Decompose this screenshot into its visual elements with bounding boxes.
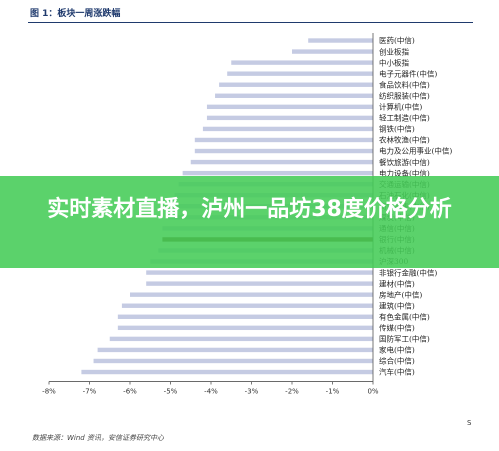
category-label-2: 中小板指 [379, 57, 409, 67]
bar-0 [308, 38, 373, 43]
category-label-4: 食品饮料(中信) [379, 79, 430, 89]
bar-27 [109, 336, 373, 342]
bar-1 [292, 49, 373, 54]
category-label-6: 计算机(中信) [379, 102, 422, 112]
x-tick-label-7: -1% [326, 388, 340, 396]
x-tick-label-0: -8% [42, 388, 56, 396]
category-label-10: 电力及公用事业(中信) [379, 146, 452, 156]
bar-29 [93, 358, 374, 364]
x-tick-label-1: -7% [83, 388, 97, 396]
bar-2 [231, 60, 373, 65]
bar-4 [219, 82, 373, 87]
x-tick-label-2: -6% [123, 388, 137, 396]
bar-12 [182, 170, 373, 176]
category-label-9: 农林牧渔(中信) [379, 135, 430, 145]
bar-8 [202, 126, 373, 132]
x-tick-label-4: -4% [204, 388, 218, 396]
category-label-3: 电子元器件(中信) [379, 68, 437, 78]
bar-6 [206, 104, 373, 110]
banner-title: 实时素材直播，泸州一品坊38度价格分析 [47, 197, 452, 222]
category-label-21: 非银行金融(中信) [379, 267, 437, 277]
x-tick-label-8: 0% [367, 388, 378, 396]
category-label-27: 国防军工(中信) [379, 334, 430, 344]
axis-unit-label: S [467, 419, 472, 427]
x-tick-label-6: -2% [285, 388, 299, 396]
bar-23 [130, 292, 373, 297]
category-label-1: 创业板指 [379, 46, 409, 56]
bar-25 [117, 314, 373, 319]
bar-24 [121, 303, 374, 308]
x-tick-label-3: -5% [164, 388, 178, 396]
category-label-24: 建筑(中信) [379, 300, 415, 310]
category-label-8: 钢铁(中信) [379, 124, 415, 134]
bar-30 [81, 369, 374, 375]
bar-26 [117, 325, 373, 331]
bar-5 [215, 93, 373, 98]
category-label-22: 建材(中信) [379, 278, 415, 288]
x-ticks-group: -8% -7% -6% -5% -4% -3% -2% -1% 0% [42, 381, 379, 396]
bar-9 [194, 137, 373, 143]
source-note: 数据来源：Wind 资讯，安信证券研究中心 [32, 434, 164, 442]
category-label-12: 电力设备(中信) [379, 168, 430, 178]
overlay-banner: 实时素材直播，泸州一品坊38度价格分析 [0, 176, 499, 268]
bar-11 [190, 159, 373, 165]
x-tick-label-5: -3% [245, 388, 259, 396]
category-label-11: 餐饮旅游(中信) [379, 157, 430, 167]
bar-21 [146, 270, 373, 275]
category-label-30: 汽车(中信) [379, 367, 415, 377]
bar-22 [146, 281, 373, 286]
category-label-25: 有色金属(中信) [379, 311, 430, 321]
category-label-26: 传媒(中信) [379, 323, 415, 333]
category-label-5: 纺织服装(中信) [379, 90, 430, 100]
category-label-0: 医药(中信) [379, 35, 415, 45]
bar-3 [227, 71, 373, 76]
category-label-29: 综合(中信) [379, 356, 415, 366]
category-label-7: 轻工制造(中信) [379, 113, 430, 123]
category-label-28: 家电(中信) [379, 345, 415, 355]
bar-28 [97, 347, 373, 353]
title-divider [28, 22, 473, 23]
category-label-23: 房地产(中信) [379, 289, 422, 299]
bar-7 [206, 115, 373, 121]
figure-title: 图 1：板块一周涨跌幅 [30, 9, 121, 19]
bar-10 [194, 148, 373, 154]
